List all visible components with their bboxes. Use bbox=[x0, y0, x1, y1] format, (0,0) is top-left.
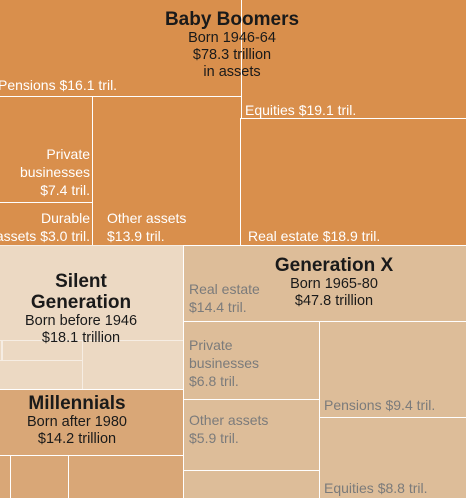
generation-born: Born 1965-80 bbox=[290, 276, 378, 292]
segment-label: Equities $19.1 tril. bbox=[245, 102, 357, 118]
treemap-cell-gx-pensions bbox=[319, 321, 466, 419]
generation-name: Millennials bbox=[28, 393, 126, 414]
segment-label: Pensions $16.1 tril. bbox=[0, 77, 118, 93]
generation-born: Born 1946-64 bbox=[188, 30, 276, 46]
treemap-cell-gx-equities bbox=[319, 417, 466, 498]
treemap-sub-cell bbox=[82, 340, 185, 391]
treemap-cell-durable-assets bbox=[0, 202, 94, 246]
treemap-sub-cell bbox=[68, 455, 185, 498]
treemap-sub-cell bbox=[0, 360, 84, 391]
segment-label: Other assets $13.9 tril. bbox=[107, 210, 187, 244]
generation-name: Generation X bbox=[274, 255, 394, 276]
segment-label: Private businesses $6.8 tril. bbox=[189, 337, 260, 389]
segment-label: Other assets $5.9 tril. bbox=[189, 412, 269, 446]
treemap-sub-cell bbox=[10, 455, 70, 498]
treemap-cell-equities bbox=[241, 0, 466, 120]
generation-total: $78.3 trillion bbox=[192, 47, 272, 63]
generation-name: Silent Generation bbox=[30, 271, 132, 313]
generation-name: Baby Boomers bbox=[164, 9, 300, 30]
treemap-sub-cell bbox=[183, 470, 321, 498]
segment-label: Durable assets $3.0 tril. bbox=[0, 210, 90, 244]
generation-born: Born before 1946 bbox=[24, 313, 138, 329]
generation-header: Millennials Born after 1980 $14.2 trillion bbox=[0, 393, 187, 448]
segment-label: Pensions $9.4 tril. bbox=[324, 397, 436, 413]
generation-header: Generation X Born 1965-80 $47.8 trillion bbox=[224, 255, 444, 310]
treemap-cell-other-assets bbox=[92, 96, 242, 246]
treemap-cell-gx-other-assets bbox=[183, 399, 321, 472]
generation-total-suffix: in assets bbox=[203, 64, 261, 80]
segment-label: Real estate $14.4 tril. bbox=[189, 281, 260, 315]
generation-header: Baby Boomers Born 1946-64 $78.3 trillion in… bbox=[122, 9, 342, 81]
generation-total: $14.2 trillion bbox=[37, 431, 117, 447]
generation-total: $18.1 trillion bbox=[41, 330, 121, 346]
generation-born: Born after 1980 bbox=[27, 414, 127, 430]
treemap-cell-gx-real-estate bbox=[183, 245, 466, 323]
treemap-cell-pensions bbox=[0, 0, 243, 98]
generation-header: Silent Generation Born before 1946 $18.1 t… bbox=[0, 271, 191, 347]
segment-label: Equities $8.8 tril. bbox=[324, 480, 428, 496]
segment-label: Private businesses $7.4 tril. bbox=[19, 146, 90, 198]
generation-total: $47.8 trillion bbox=[294, 293, 374, 309]
segment-label: Real estate $18.9 tril. bbox=[248, 228, 381, 244]
